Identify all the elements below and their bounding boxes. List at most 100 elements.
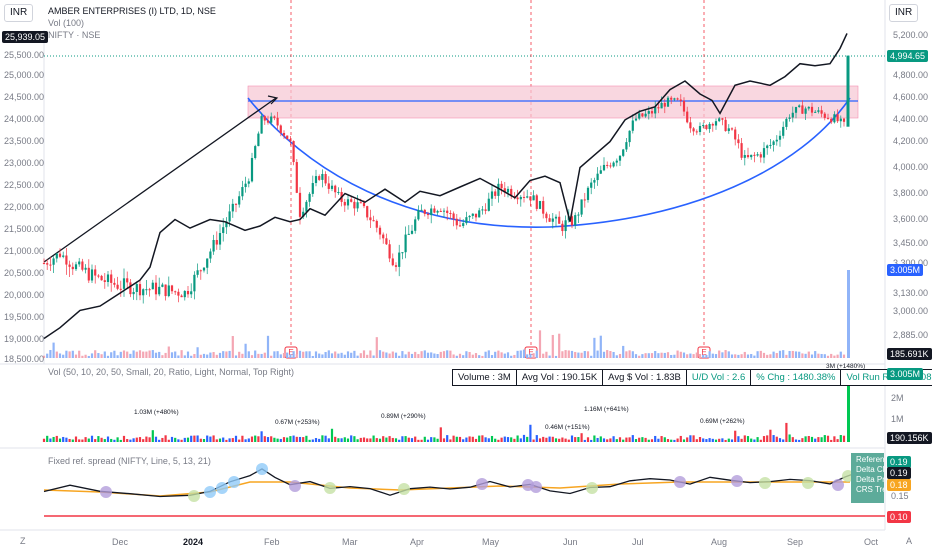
volume-bar: [567, 350, 570, 358]
candle-body: [481, 209, 484, 211]
volume-pane-bar: [462, 439, 465, 442]
candle-body: [446, 210, 449, 214]
candle-body: [388, 244, 391, 259]
volume-bar: [762, 352, 766, 358]
candle-body: [266, 120, 270, 123]
candle-body: [183, 291, 186, 298]
candle-body: [113, 282, 116, 285]
volume-annotation: 0.67M (+253%): [275, 419, 320, 426]
volume-pane-bar: [439, 427, 442, 442]
candle-body: [711, 123, 714, 126]
legend-delta-pr: Delta Pr: [856, 475, 884, 484]
candle-body: [814, 111, 817, 113]
volume-bar: [551, 334, 554, 358]
candle-body: [484, 209, 487, 211]
volume-pane-bar: [641, 437, 644, 442]
volume-bar: [190, 355, 193, 358]
volume-bar: [97, 353, 100, 358]
candle-body: [452, 213, 455, 219]
candle-body: [398, 252, 401, 267]
left-axis-tick: 22,000.00: [4, 202, 45, 212]
volume-pane-bar: [238, 439, 241, 442]
candle-body: [494, 191, 497, 196]
candle-body: [145, 289, 148, 291]
volume-pane-bar: [634, 439, 638, 442]
volume-pane-bar: [122, 435, 126, 442]
currency-button-left[interactable]: INR: [4, 4, 34, 22]
volume-bar: [506, 352, 510, 358]
candle-body: [695, 131, 698, 133]
volume-pane-bar: [519, 438, 522, 442]
candle-body: [350, 199, 353, 202]
candle-body: [462, 223, 465, 226]
candle-body: [222, 227, 225, 234]
auto-scale-icon[interactable]: A: [906, 536, 913, 546]
volume-pane-bar: [58, 438, 62, 442]
volume-bar: [68, 351, 71, 358]
volume-bar: [292, 351, 295, 358]
candle-body: [257, 133, 260, 147]
volume-bar: [746, 354, 750, 358]
spread-signal-dot: [216, 482, 228, 494]
volume-pane-bar: [510, 437, 513, 442]
volume-pane-bar: [526, 436, 529, 442]
candle-body: [644, 113, 647, 117]
candle-body: [286, 135, 289, 139]
candle-body: [225, 221, 228, 228]
volume-bar: [55, 351, 58, 358]
volume-pane-bar: [750, 438, 753, 442]
volume-bar: [698, 354, 702, 358]
volume-bar: [580, 352, 583, 358]
volume-pane-bar: [772, 435, 775, 442]
volume-bar: [327, 350, 330, 358]
volume-pane-bar: [78, 439, 81, 442]
spread-ma-line: [43, 481, 850, 497]
candle-body: [74, 264, 78, 270]
vol-indicator-legend[interactable]: Vol (100): [48, 18, 85, 28]
volume-pane-bar: [468, 436, 471, 442]
left-axis-tick: 24,000.00: [4, 114, 45, 124]
volume-pane-bar: [327, 438, 330, 442]
volume-pane-bar: [295, 436, 298, 442]
compare-symbol-legend[interactable]: NIFTY · NSE: [48, 30, 101, 40]
candle-body: [612, 162, 615, 167]
volume-pane-bar: [590, 439, 593, 442]
volume-pane-legend[interactable]: Vol (50, 10, 20, 50, Small, 20, Ratio, L…: [48, 367, 294, 377]
volume-bar: [833, 355, 836, 358]
candle-body: [414, 219, 417, 231]
candle-body: [190, 291, 193, 295]
volume-bar: [122, 350, 126, 358]
volume-bar: [503, 353, 506, 358]
volume-pane-bar: [625, 437, 628, 442]
volume-pane-bar: [702, 438, 705, 442]
candle-body: [308, 193, 311, 202]
volume-pane-bar: [577, 437, 580, 442]
volume-pane-bar: [785, 422, 788, 442]
volume-bar: [494, 351, 497, 358]
left-axis-tick: 23,500.00: [4, 136, 45, 146]
spread-pane-legend[interactable]: Fixed ref. spread (NIFTY, Line, 5, 13, 2…: [48, 456, 211, 466]
volume-bar: [510, 355, 513, 358]
main-volume-bars: [42, 270, 850, 358]
candle-body: [410, 230, 414, 234]
volume-pane-bar: [798, 439, 801, 442]
spread-signal-dot: [228, 476, 240, 488]
volume-pane-bar: [708, 438, 711, 442]
candle-body: [682, 100, 686, 112]
volume-bar: [647, 353, 650, 358]
candle-body: [532, 195, 535, 201]
volume-bar: [266, 335, 270, 358]
left-axis-tick: 25,500.00: [4, 50, 45, 60]
volume-bar: [682, 352, 686, 358]
currency-button-right[interactable]: INR: [889, 4, 919, 22]
volume-bar: [692, 354, 695, 358]
volume-bar: [554, 355, 558, 358]
candle-body: [378, 227, 382, 235]
zoom-icon[interactable]: Z: [20, 536, 26, 546]
volume-bar: [721, 352, 724, 358]
volume-bar: [602, 351, 606, 358]
candle-body: [734, 129, 737, 140]
volume-pane-bar: [305, 435, 308, 442]
volume-bar: [372, 355, 375, 358]
